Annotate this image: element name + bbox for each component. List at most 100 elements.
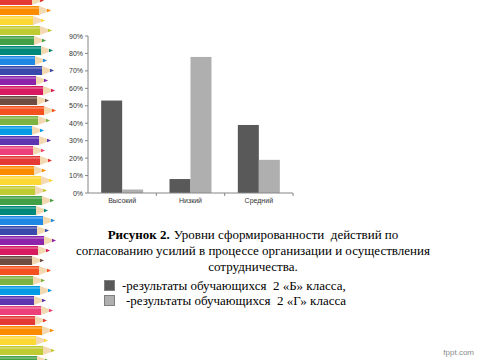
pencil-body — [0, 296, 34, 305]
pencil-lead — [43, 59, 47, 63]
pencil-lead — [48, 159, 52, 163]
pencil-body — [0, 236, 44, 245]
pencil-shine — [0, 347, 43, 349]
pencil-wood — [36, 336, 48, 345]
pencil-body — [0, 316, 35, 325]
pencil-body — [0, 226, 37, 235]
pencil-lead — [45, 229, 49, 233]
y-tick-label: 70% — [69, 67, 83, 74]
y-tick-label: 80% — [69, 50, 83, 57]
pencil-wood — [44, 236, 56, 245]
pencil-wood — [43, 216, 55, 225]
pencil-shine — [0, 247, 38, 249]
pencil-body — [0, 126, 32, 135]
pencil-wood — [39, 6, 51, 15]
pencil-body — [0, 166, 34, 175]
pencil-body — [0, 216, 43, 225]
pencil-wood — [42, 326, 54, 335]
pencil-shine — [0, 47, 41, 49]
pencil-shine — [0, 87, 43, 89]
pencil-wood — [32, 256, 44, 265]
pencil-body — [0, 6, 39, 15]
pencil-lead — [46, 119, 50, 123]
pencil-body — [0, 156, 40, 165]
pencil-body — [0, 56, 35, 65]
bar — [259, 160, 280, 193]
pencil-shine — [0, 357, 37, 359]
pencil-lead — [50, 329, 54, 333]
y-axis — [88, 36, 89, 193]
pencil-wood — [34, 166, 46, 175]
pencil-shine — [0, 117, 38, 119]
pencil-lead — [47, 269, 51, 273]
pencil-shine — [0, 127, 32, 129]
pencil-lead — [44, 209, 48, 213]
pencil-wood — [32, 0, 44, 5]
pencil-lead — [48, 29, 52, 33]
pencil-lead — [47, 139, 51, 143]
pencil-shine — [0, 167, 34, 169]
legend: -результаты обучающихся 2 «Б» класса,-ре… — [104, 278, 346, 308]
pencil-body — [0, 346, 43, 355]
pencil-shine — [0, 277, 33, 279]
pencil-wood — [40, 26, 52, 35]
legend-swatch — [104, 295, 115, 306]
pencil-lead — [40, 259, 44, 263]
pencil-lead — [49, 49, 53, 53]
pencil-lead — [47, 9, 51, 13]
pencil-lead — [40, 129, 44, 133]
y-tick — [85, 105, 88, 106]
pencil-body — [0, 46, 41, 55]
pencil-shine — [0, 77, 36, 79]
y-tick — [85, 158, 88, 159]
pencil-wood — [41, 46, 53, 55]
pencil-lead — [49, 179, 53, 183]
y-tick-label: 0% — [73, 190, 83, 197]
pencil-lead — [51, 349, 55, 353]
pencil-wood — [35, 56, 47, 65]
pencil-wood — [42, 66, 54, 75]
pencil-wood — [34, 296, 46, 305]
pencil-lead — [51, 89, 55, 93]
pencil-wood — [43, 86, 55, 95]
y-tick-label: 20% — [69, 155, 83, 162]
pencil-body — [0, 196, 42, 205]
x-tick — [156, 193, 157, 196]
pencil-lead — [44, 79, 48, 83]
bar — [101, 101, 122, 193]
pencil-shine — [0, 287, 40, 289]
pencil-lead — [45, 99, 49, 103]
pencil-wood — [43, 346, 55, 355]
pencil-wood — [44, 106, 56, 115]
pencil-wood — [39, 136, 51, 145]
pencil-wood — [37, 356, 49, 360]
pencil-body — [0, 336, 36, 345]
y-tick — [85, 88, 88, 89]
pencil-shine — [0, 137, 39, 139]
x-tick — [224, 193, 225, 196]
pencil-shine — [0, 57, 35, 59]
pencil-lead — [41, 149, 45, 153]
x-tick-label: Средний — [245, 197, 274, 205]
pencil-wood — [37, 226, 49, 235]
pencil-wood — [35, 186, 47, 195]
pencil-body — [0, 246, 38, 255]
pencil-lead — [52, 109, 56, 113]
pencil-shine — [0, 227, 37, 229]
bar — [238, 125, 259, 193]
pencil-wood — [33, 146, 45, 155]
pencil-wood — [36, 206, 48, 215]
pencil-lead — [51, 219, 55, 223]
pencil-shine — [0, 97, 37, 99]
pencil-wood — [41, 176, 53, 185]
pencil-body — [0, 26, 40, 35]
pencil-lead — [46, 249, 50, 253]
y-tick — [85, 193, 88, 194]
pencil-wood — [32, 126, 44, 135]
pencil-shine — [0, 307, 41, 309]
pencil-body — [0, 16, 33, 25]
pencil-lead — [52, 239, 56, 243]
y-tick — [85, 175, 88, 176]
pencil-wood — [34, 36, 46, 45]
x-tick — [293, 193, 294, 196]
